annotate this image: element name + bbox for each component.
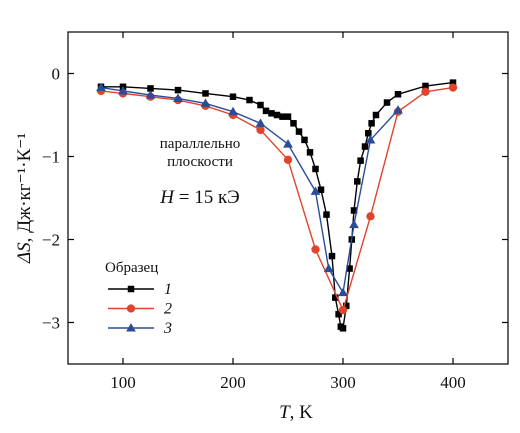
series-3 bbox=[96, 82, 403, 297]
data-point bbox=[96, 82, 106, 92]
data-point bbox=[200, 98, 211, 107]
data-point bbox=[246, 96, 253, 104]
data-point bbox=[147, 85, 154, 92]
data-point bbox=[310, 186, 321, 195]
data-point bbox=[174, 86, 182, 94]
series-line-3 bbox=[100, 86, 399, 295]
data-point bbox=[422, 82, 429, 90]
legend-label: 3 bbox=[163, 320, 172, 337]
data-point bbox=[279, 113, 286, 120]
data-point bbox=[202, 90, 209, 97]
data-point bbox=[338, 287, 348, 297]
data-point bbox=[383, 99, 391, 106]
axis-ticks: 100 200 300 400 0 −1 −2 −3 bbox=[42, 32, 508, 392]
data-point bbox=[368, 120, 375, 127]
data-point bbox=[229, 93, 237, 100]
data-point bbox=[343, 302, 350, 310]
legend: Образец 1 2 3 bbox=[105, 260, 172, 337]
data-point bbox=[328, 252, 336, 260]
series-line-2 bbox=[100, 86, 454, 313]
legend-item-2: 2 bbox=[108, 301, 172, 318]
x-tick-label: 400 bbox=[440, 373, 466, 392]
data-point bbox=[421, 87, 430, 96]
data-point bbox=[338, 305, 348, 315]
data-point bbox=[357, 157, 364, 164]
annotation-orientation-line2: плоскости bbox=[167, 154, 233, 170]
legend-swatch-marker bbox=[126, 323, 136, 332]
annotation-field: H = 15 кЭ bbox=[159, 187, 239, 208]
legend-items: 1 2 3 bbox=[108, 281, 172, 337]
plot-frame bbox=[67, 31, 509, 365]
data-point bbox=[295, 128, 303, 135]
data-point bbox=[365, 135, 376, 144]
data-point bbox=[323, 263, 334, 273]
data-point bbox=[256, 125, 265, 135]
legend-label: 2 bbox=[164, 301, 172, 318]
data-point bbox=[257, 101, 264, 109]
data-point bbox=[339, 325, 347, 332]
legend-swatch-marker bbox=[127, 285, 135, 293]
data-point bbox=[312, 165, 319, 173]
data-point bbox=[290, 120, 297, 127]
x-axis-label: T, K bbox=[279, 402, 313, 423]
data-point bbox=[283, 155, 293, 164]
data-point bbox=[354, 178, 361, 185]
legend-item-3: 3 bbox=[108, 320, 172, 337]
data-point bbox=[118, 86, 128, 95]
data-point bbox=[361, 143, 369, 150]
data-point bbox=[449, 79, 457, 86]
data-point bbox=[268, 110, 275, 117]
data-point bbox=[365, 130, 372, 137]
data-point bbox=[346, 265, 353, 272]
annotation-orientation-line1: параллельно bbox=[160, 136, 240, 152]
legend-swatch-marker bbox=[126, 304, 136, 313]
data-point bbox=[301, 136, 308, 144]
data-point bbox=[283, 139, 293, 148]
data-point bbox=[255, 118, 266, 127]
data-point bbox=[284, 113, 292, 120]
data-point bbox=[335, 310, 342, 318]
data-point bbox=[311, 245, 320, 254]
data-point bbox=[332, 294, 339, 301]
y-tick-label: 0 bbox=[52, 65, 61, 84]
y-tick-label: −2 bbox=[42, 231, 60, 250]
data-point bbox=[145, 90, 156, 99]
legend-item-1: 1 bbox=[108, 281, 172, 298]
data-point bbox=[349, 219, 359, 229]
data-point bbox=[350, 207, 358, 214]
series-layer bbox=[96, 79, 458, 332]
series-1 bbox=[97, 79, 457, 332]
data-point bbox=[273, 111, 281, 119]
data-point bbox=[366, 212, 375, 221]
data-point bbox=[393, 105, 403, 114]
data-point bbox=[394, 91, 402, 98]
x-tick-label: 100 bbox=[110, 373, 136, 392]
legend-title: Образец bbox=[105, 260, 158, 276]
data-point bbox=[372, 111, 380, 119]
data-point bbox=[323, 211, 330, 218]
y-tick-label: −3 bbox=[42, 314, 60, 333]
series-line-1 bbox=[101, 81, 454, 330]
data-point bbox=[228, 106, 238, 116]
data-point bbox=[317, 186, 325, 193]
data-point bbox=[448, 83, 458, 92]
x-tick-label: 200 bbox=[220, 373, 246, 392]
legend-label: 1 bbox=[164, 281, 172, 298]
y-tick-label: −1 bbox=[42, 148, 60, 167]
x-tick-label: 300 bbox=[330, 373, 356, 392]
data-point bbox=[173, 93, 183, 102]
data-point bbox=[306, 149, 314, 156]
data-point bbox=[262, 107, 270, 115]
y-axis-label: ΔS, Дж·кг⁻¹·К⁻¹ bbox=[14, 133, 35, 264]
